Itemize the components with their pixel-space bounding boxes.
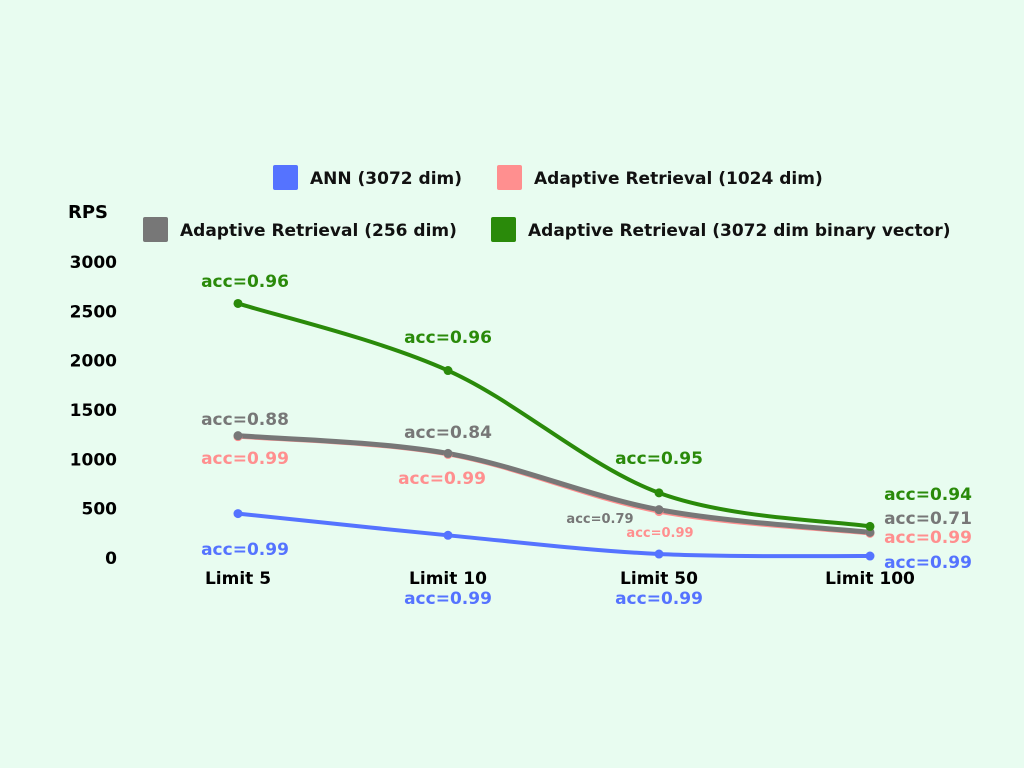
- legend-label: Adaptive Retrieval (3072 dim binary vect…: [528, 221, 950, 241]
- y-tick-label: 3000: [70, 253, 117, 273]
- y-axis-label: RPS: [68, 202, 108, 223]
- data-label: acc=0.96: [404, 328, 492, 348]
- data-point: [233, 298, 243, 308]
- data-label: acc=0.96: [201, 272, 289, 292]
- data-label: acc=0.99: [884, 553, 972, 573]
- y-tick-label: 1000: [70, 450, 117, 470]
- data-point: [233, 509, 243, 519]
- data-label: acc=0.99: [398, 469, 486, 489]
- data-label: acc=0.88: [201, 410, 289, 430]
- data-label: acc=0.71: [884, 509, 972, 529]
- data-label: acc=0.99: [201, 449, 289, 469]
- data-label: acc=0.99: [404, 589, 492, 609]
- data-label: acc=0.99: [626, 526, 693, 541]
- data-point: [233, 431, 243, 441]
- data-point: [443, 530, 453, 540]
- legend-label: Adaptive Retrieval (1024 dim): [534, 169, 823, 189]
- legend-swatch: [143, 217, 168, 242]
- data-point: [443, 366, 453, 376]
- data-point: [654, 549, 664, 559]
- legend-swatch: [273, 165, 298, 190]
- data-label: acc=0.99: [884, 528, 972, 548]
- data-point: [865, 521, 875, 531]
- y-tick-label: 0: [105, 549, 117, 569]
- legend-swatch: [491, 217, 516, 242]
- data-label: acc=0.94: [884, 485, 972, 505]
- data-point: [865, 551, 875, 561]
- y-tick-label: 2000: [70, 352, 117, 372]
- data-label: acc=0.95: [615, 449, 703, 469]
- data-point: [654, 505, 664, 515]
- x-tick-label: Limit 10: [409, 569, 487, 589]
- y-tick-label: 2500: [70, 302, 117, 322]
- y-tick-label: 500: [82, 500, 118, 520]
- data-label: acc=0.79: [566, 512, 633, 527]
- data-label: acc=0.99: [201, 540, 289, 560]
- x-tick-label: Limit 50: [620, 569, 698, 589]
- data-point: [654, 488, 664, 498]
- series-line: [237, 433, 871, 535]
- data-label: acc=0.84: [404, 423, 492, 443]
- x-tick-label: Limit 100: [825, 569, 915, 589]
- series-line: [237, 511, 871, 559]
- data-label: acc=0.99: [615, 589, 703, 609]
- legend-swatch: [497, 165, 522, 190]
- series-line: [237, 301, 871, 529]
- y-tick-label: 1500: [70, 401, 117, 421]
- legend-label: Adaptive Retrieval (256 dim): [180, 221, 457, 241]
- x-tick-label: Limit 5: [205, 569, 271, 589]
- legend-label: ANN (3072 dim): [310, 169, 462, 189]
- data-point: [443, 448, 453, 458]
